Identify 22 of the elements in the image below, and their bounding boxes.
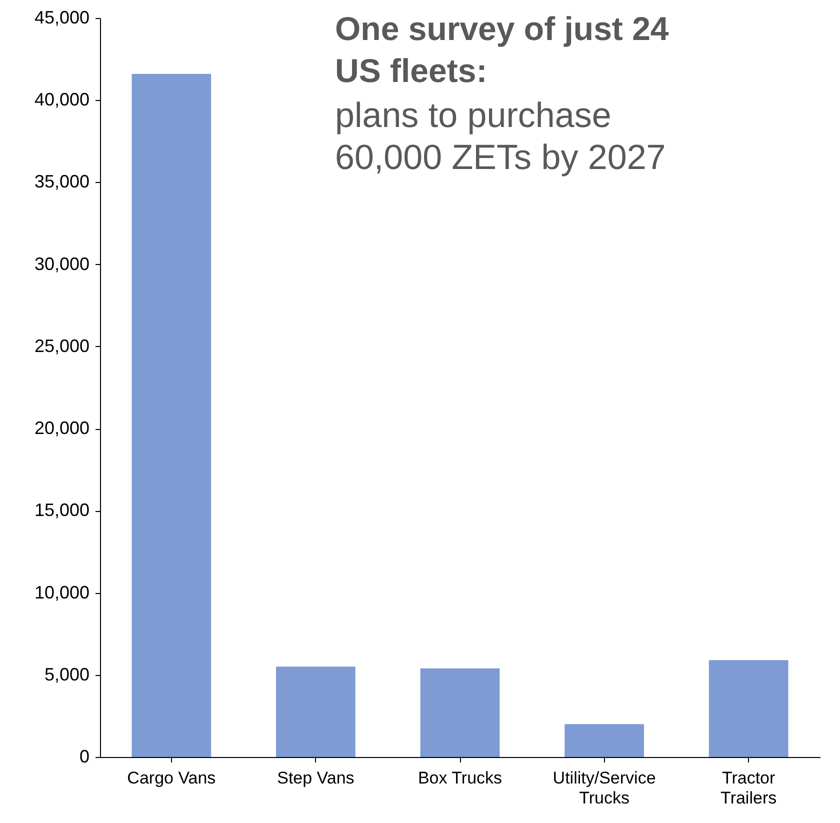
text: plans to purchase 60,000 ZETs by 2027 bbox=[335, 96, 666, 177]
y-tick-label: 45,000 bbox=[34, 8, 90, 28]
y-tick-label: 20,000 bbox=[34, 418, 90, 438]
chart-title: One survey of just 24 US fleets: bbox=[335, 10, 670, 89]
bar bbox=[420, 668, 500, 757]
bar bbox=[276, 666, 356, 757]
y-tick-label: 25,000 bbox=[34, 336, 90, 356]
x-tick-label: Box Trucks bbox=[418, 768, 502, 788]
x-tick-label: Step Vans bbox=[277, 768, 354, 788]
y-tick-label: 15,000 bbox=[34, 500, 90, 520]
y-tick-label: 0 bbox=[79, 746, 90, 766]
bar bbox=[708, 660, 788, 757]
bar bbox=[564, 724, 644, 757]
y-tick-label: 35,000 bbox=[34, 172, 90, 192]
x-tick-label: Utility/Service Trucks bbox=[552, 768, 656, 808]
x-tick-label: Cargo Vans bbox=[127, 768, 216, 788]
x-tick-label: Tractor Trailers bbox=[720, 768, 777, 808]
y-tick-label: 10,000 bbox=[34, 582, 90, 602]
y-tick-label: 40,000 bbox=[34, 90, 90, 110]
bar bbox=[132, 74, 212, 757]
y-tick-label: 5,000 bbox=[44, 664, 90, 684]
y-tick-label: 30,000 bbox=[34, 254, 90, 274]
